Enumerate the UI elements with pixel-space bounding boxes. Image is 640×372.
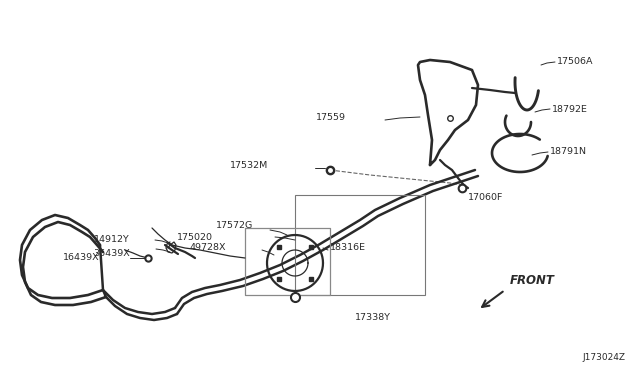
Text: 18791N: 18791N: [550, 148, 587, 157]
Text: 14912Y: 14912Y: [94, 234, 130, 244]
Text: 18316E: 18316E: [330, 243, 366, 251]
Text: 17060F: 17060F: [468, 192, 504, 202]
Text: 17506A: 17506A: [557, 58, 593, 67]
Text: 17572G: 17572G: [216, 221, 253, 230]
Text: 175020: 175020: [177, 232, 213, 241]
Bar: [295, 195, 425, 295]
Text: 17532M: 17532M: [230, 160, 268, 170]
Text: 16439X: 16439X: [63, 253, 100, 263]
Text: 17338Y: 17338Y: [355, 314, 391, 323]
Text: 18792E: 18792E: [552, 105, 588, 113]
Text: 17559: 17559: [316, 113, 346, 122]
Text: 36439X: 36439X: [93, 248, 130, 257]
Text: 49728X: 49728X: [189, 244, 226, 253]
Text: FRONT: FRONT: [510, 274, 555, 287]
Text: J173024Z: J173024Z: [582, 353, 625, 362]
